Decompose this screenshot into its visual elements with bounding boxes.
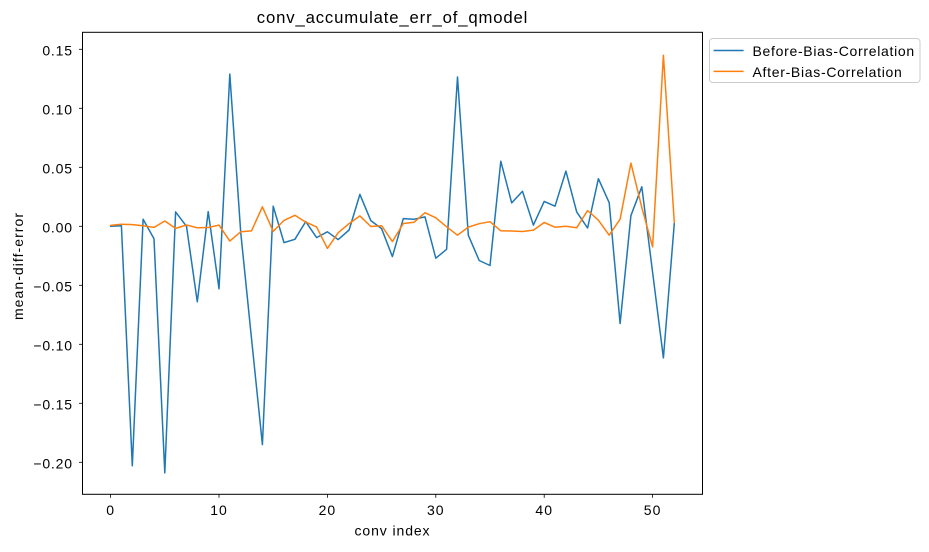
svg-text:50: 50 (644, 502, 662, 518)
svg-text:10: 10 (210, 502, 228, 518)
svg-text:30: 30 (427, 502, 445, 518)
svg-text:−0.20: −0.20 (33, 455, 72, 471)
svg-text:20: 20 (319, 502, 337, 518)
svg-text:0.15: 0.15 (42, 42, 72, 58)
svg-text:−0.15: −0.15 (33, 396, 72, 412)
svg-text:mean-diff-error: mean-diff-error (10, 212, 26, 320)
svg-text:conv index: conv index (355, 523, 431, 539)
svg-text:−0.10: −0.10 (33, 337, 72, 353)
svg-text:0.00: 0.00 (42, 219, 72, 235)
svg-text:After-Bias-Correlation: After-Bias-Correlation (753, 64, 903, 80)
svg-text:40: 40 (535, 502, 553, 518)
svg-text:Before-Bias-Correlation: Before-Bias-Correlation (753, 43, 915, 59)
svg-text:0.05: 0.05 (42, 160, 72, 176)
svg-text:0.10: 0.10 (42, 101, 72, 117)
svg-text:−0.05: −0.05 (33, 278, 72, 294)
svg-text:conv_accumulate_err_of_qmodel: conv_accumulate_err_of_qmodel (257, 8, 528, 27)
svg-text:0: 0 (106, 502, 115, 518)
